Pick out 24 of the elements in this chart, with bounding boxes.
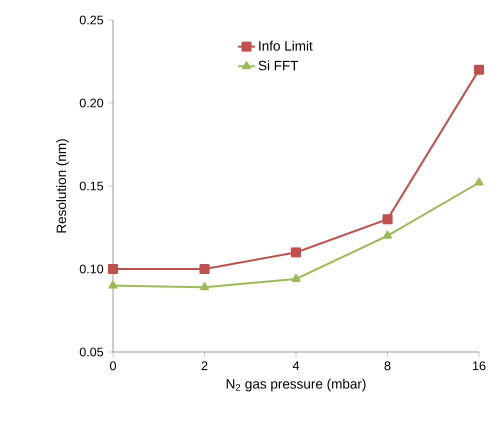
point bbox=[292, 274, 300, 282]
point bbox=[382, 214, 393, 224]
point bbox=[474, 178, 484, 186]
x-tick-label: 2 bbox=[202, 361, 208, 370]
x-tick-label: 4 bbox=[292, 361, 300, 370]
point bbox=[474, 64, 484, 75]
y-tick-label: 0.05 bbox=[80, 348, 104, 356]
y-tick-label: 0.25 bbox=[80, 16, 104, 24]
y-tick-label: 0.20 bbox=[80, 98, 104, 108]
x-tick-label: 8 bbox=[384, 361, 390, 370]
y-axis-title: Resolution (nm) bbox=[56, 139, 69, 233]
y-tick-label: 0.10 bbox=[80, 264, 104, 274]
legend-label: Info Limit bbox=[259, 40, 313, 51]
legend-label: Si FFT bbox=[258, 60, 298, 70]
point bbox=[200, 282, 209, 290]
point bbox=[108, 264, 118, 274]
x-tick-label: 16 bbox=[473, 361, 486, 370]
point bbox=[108, 280, 118, 289]
y-tick-label: 0.15 bbox=[80, 182, 104, 190]
point bbox=[291, 247, 302, 258]
x-axis-title: N$_{2}$ gas pressure (mbar) bbox=[226, 378, 366, 392]
point bbox=[383, 230, 392, 239]
point bbox=[200, 264, 210, 274]
x-tick-label: 0 bbox=[110, 361, 116, 370]
